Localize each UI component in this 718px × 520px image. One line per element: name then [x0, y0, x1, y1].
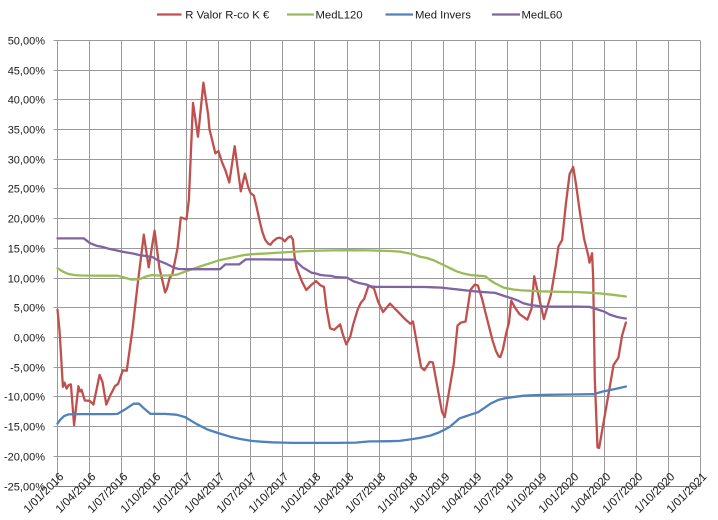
svg-text:MedL60: MedL60 [522, 9, 563, 21]
svg-text:-25,00%: -25,00% [4, 481, 45, 493]
svg-text:-15,00%: -15,00% [4, 421, 45, 433]
svg-text:15,00%: 15,00% [8, 243, 46, 255]
svg-text:40,00%: 40,00% [8, 94, 46, 106]
svg-text:-5,00%: -5,00% [10, 362, 45, 374]
svg-text:0,00%: 0,00% [14, 332, 45, 344]
svg-text:Med Invers: Med Invers [415, 9, 471, 21]
svg-text:30,00%: 30,00% [8, 154, 46, 166]
svg-text:10,00%: 10,00% [8, 273, 46, 285]
svg-text:R Valor R-co K €: R Valor R-co K € [185, 9, 270, 21]
svg-text:25,00%: 25,00% [8, 183, 46, 195]
svg-text:50,00%: 50,00% [8, 35, 46, 47]
svg-text:45,00%: 45,00% [8, 65, 46, 77]
svg-text:MedL120: MedL120 [316, 9, 363, 21]
svg-text:20,00%: 20,00% [8, 213, 46, 225]
svg-text:5,00%: 5,00% [14, 302, 45, 314]
svg-text:-10,00%: -10,00% [4, 391, 45, 403]
svg-text:-20,00%: -20,00% [4, 451, 45, 463]
svg-text:35,00%: 35,00% [8, 124, 46, 136]
